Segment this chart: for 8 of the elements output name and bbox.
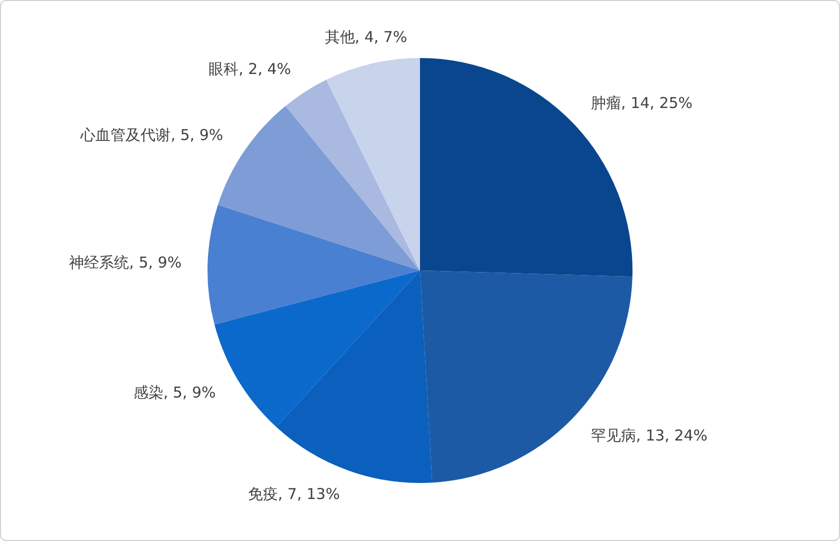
slice-label: 感染, 5, 9% [133,384,216,402]
slice-label: 罕见病, 13, 24% [591,426,708,445]
slice-label: 神经系统, 5, 9% [69,254,182,272]
slice-label: 肿瘤, 14, 25% [591,94,693,112]
slice-label: 心血管及代谢, 5, 9% [80,126,224,144]
slice-label: 眼科, 2, 4% [208,60,292,78]
slice-label: 其他, 4, 7% [324,28,408,46]
slice-label: 免疫, 7, 13% [248,485,340,504]
